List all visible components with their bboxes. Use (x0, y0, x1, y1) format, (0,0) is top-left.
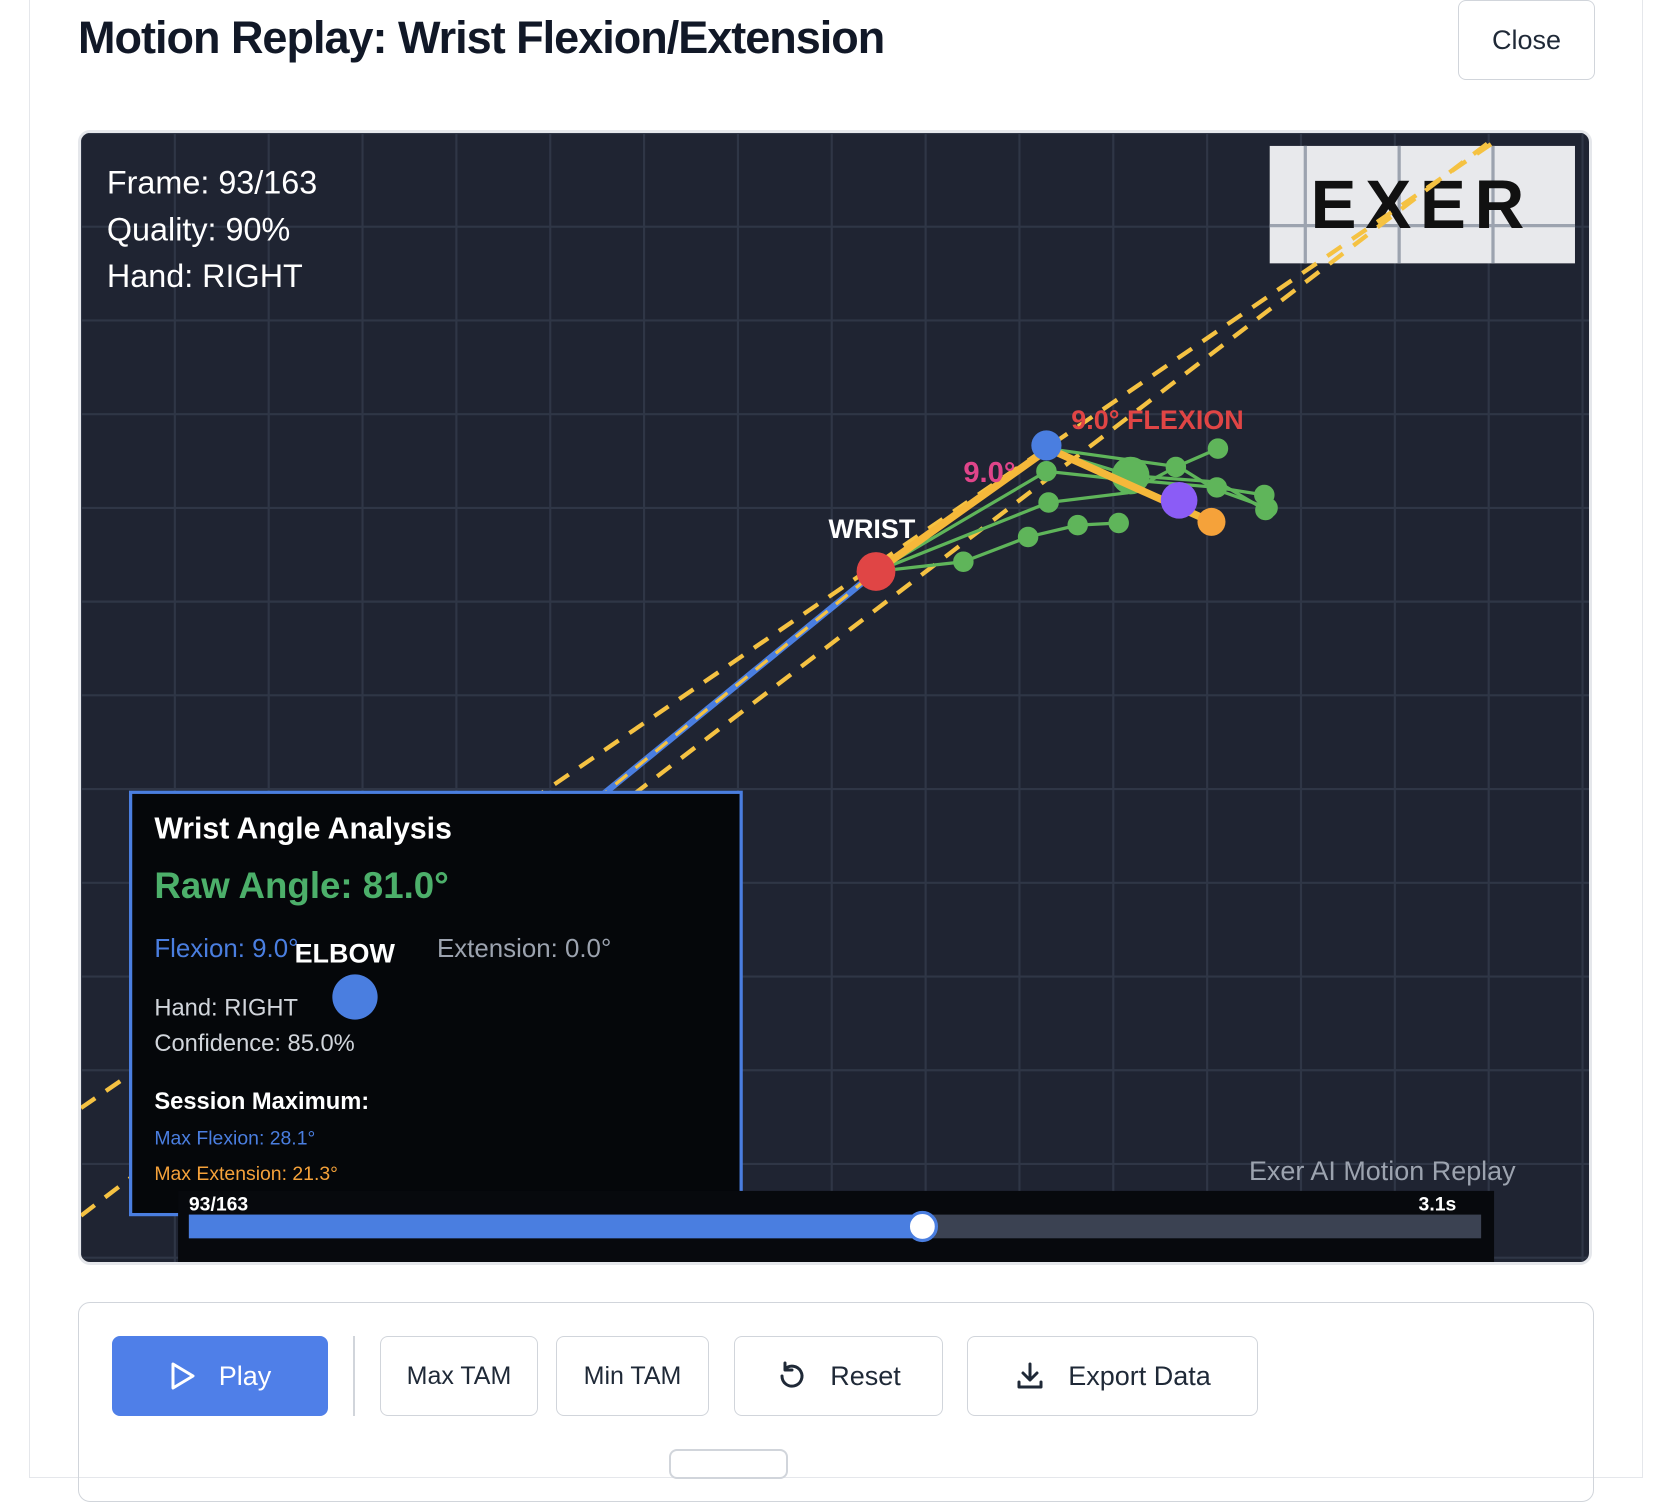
close-button[interactable]: Close (1458, 0, 1595, 80)
export-icon (1017, 1362, 1043, 1389)
extension-value: Extension: 0.0° (437, 935, 611, 963)
watermark: Exer AI Motion Replay (1249, 1156, 1516, 1186)
max-flexion: Max Flexion: 28.1° (154, 1128, 315, 1150)
reset-label: Reset (830, 1360, 901, 1391)
quality-text: Quality: 90% (107, 212, 290, 248)
angle-label: 9.0° (963, 457, 1015, 489)
page: {"header": {"title": "Motion Replay: Wri… (29, 0, 1643, 1502)
play-icon (171, 1362, 195, 1390)
hand-value: Hand: RIGHT (154, 995, 298, 1021)
timeline-time: 3.1s (1419, 1193, 1457, 1215)
frame-text: Frame: 93/163 (107, 164, 317, 200)
wrist-label: WRIST (829, 514, 916, 544)
timeline: 93/163 3.1s (178, 1190, 1495, 1262)
logo-text: EXER (1311, 166, 1534, 243)
play-button[interactable]: Play (112, 1336, 328, 1416)
raw-angle: Raw Angle: 81.0° (154, 865, 448, 906)
reset-button[interactable]: Reset (734, 1336, 943, 1416)
analysis-title: Wrist Angle Analysis (154, 813, 452, 846)
play-label: Play (218, 1360, 272, 1391)
elbow-label: ELBOW (295, 939, 396, 969)
hand-text: Hand: RIGHT (107, 258, 303, 294)
min-tam-button[interactable]: Min TAM (556, 1336, 709, 1416)
elbow-point (332, 974, 378, 1020)
logo: EXER (1269, 145, 1575, 264)
wrist-point (856, 552, 896, 591)
session-title: Session Maximum: (154, 1089, 369, 1115)
reset-icon (780, 1361, 804, 1388)
canvas-svg: EXER Frame: 93/163 Quality: 90% Hand: RI… (81, 133, 1589, 1262)
max-extension: Max Extension: 21.3° (154, 1163, 338, 1185)
max-tam-button[interactable]: Max TAM (380, 1336, 538, 1416)
export-label: Export Data (1068, 1360, 1211, 1391)
separator (353, 1336, 355, 1416)
timeline-position: 93/163 (189, 1193, 249, 1215)
export-button[interactable]: Export Data (967, 1336, 1258, 1416)
confidence-value: Confidence: 85.0% (154, 1031, 354, 1057)
title: Motion Replay: Wrist Flexion/Extension (78, 12, 885, 63)
partial-button[interactable] (669, 1449, 788, 1479)
analysis-panel: Wrist Angle Analysis Raw Angle: 81.0° Fl… (129, 790, 743, 1217)
timeline-knob[interactable] (906, 1210, 939, 1243)
flexion-value: Flexion: 9.0° (154, 935, 298, 963)
flexion-label: 9.0° FLEXION (1071, 405, 1244, 435)
replay-canvas: EXER Frame: 93/163 Quality: 90% Hand: RI… (78, 130, 1592, 1265)
